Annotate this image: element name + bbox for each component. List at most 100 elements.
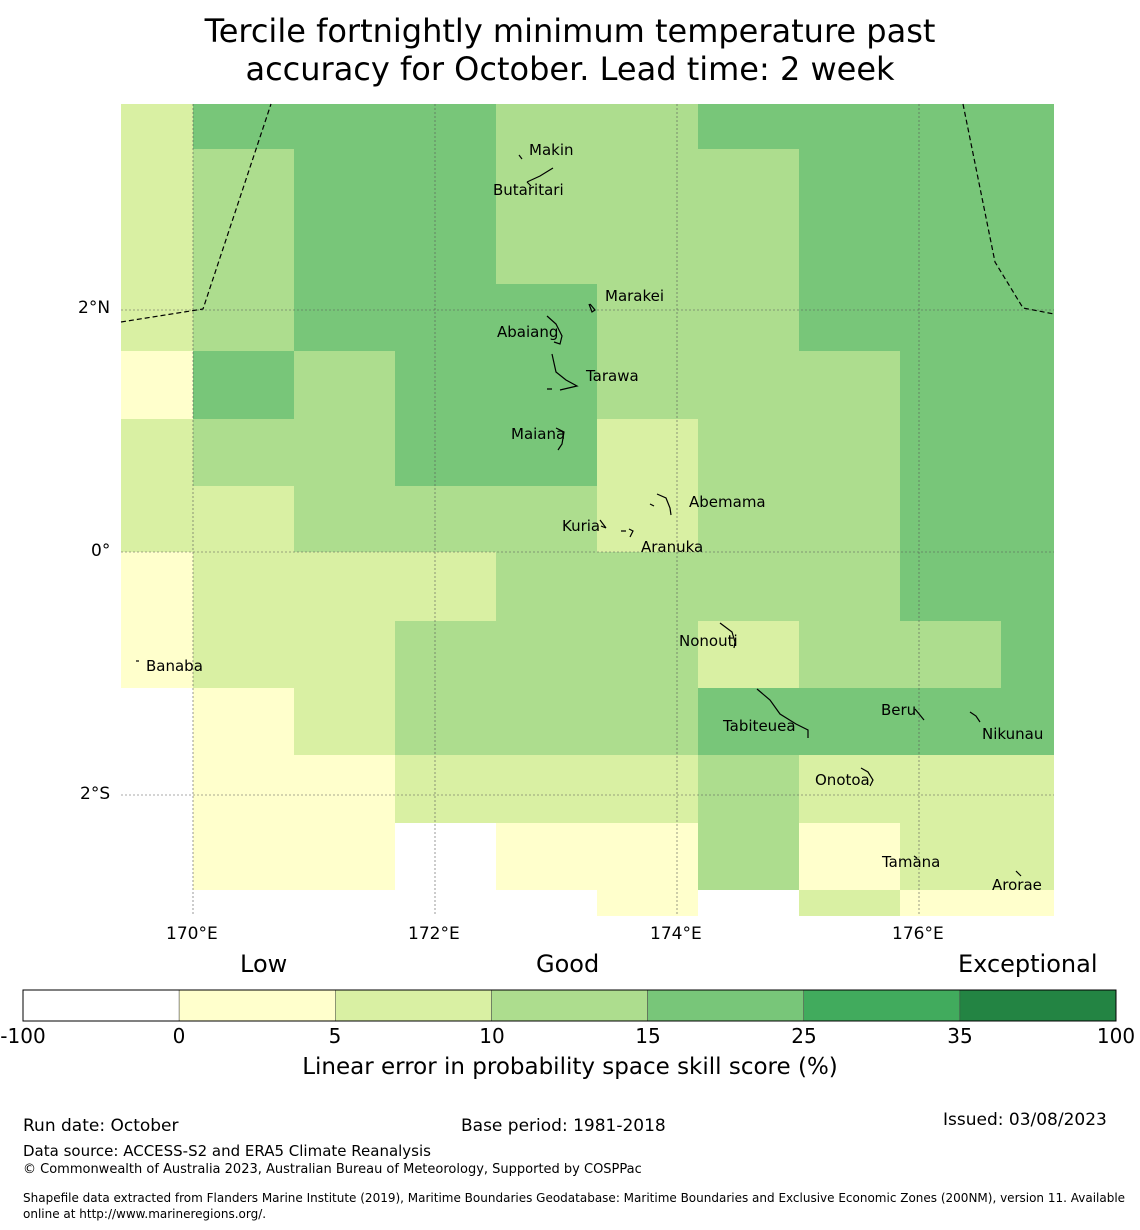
shapefile-credit-line-1: Shapefile data extracted from Flanders M… [23,1191,1126,1205]
colorbar-tick-label: 35 [947,1024,973,1048]
grid-cell [294,149,395,216]
lon-label-174e: 174°E [650,924,702,944]
place-label-aranuka: Aranuka [641,538,704,556]
place-label-butaritari: Butaritari [493,181,564,199]
grid-cell [395,890,496,916]
coast-arorae [1015,870,1022,877]
coast-makin [518,154,523,160]
grid-cell [294,486,395,552]
grid-cell [597,890,698,916]
grid-cell [496,823,597,890]
coast-abaiang [546,315,563,345]
grid-cell [496,149,597,216]
grid-cell [799,552,900,621]
lon-label-176e: 176°E [892,924,944,944]
data-source: Data source: ACCESS-S2 and ERA5 Climate … [23,1142,431,1160]
skill-grid [121,104,1054,916]
grid-cell [698,890,799,916]
grid-cell [900,351,1001,419]
title-line-1: Tercile fortnightly minimum temperature … [204,12,936,50]
grid-cell [698,216,799,284]
colorbar-segment [647,989,804,1022]
grid-cell [496,216,597,284]
coast-aranuka [621,528,634,538]
colorbar [22,989,1117,1022]
grid-cell [496,104,597,149]
grid-cell [294,890,395,916]
place-label-makin: Makin [529,141,574,159]
grid-cell [121,552,193,621]
grid-cell [121,284,193,351]
grid-cell [496,552,597,621]
grid-cell [597,755,698,823]
place-label-nonouti: Nonouti [679,632,738,650]
grid-cell [1001,552,1054,621]
grid-cell [121,351,193,419]
grid-cell [121,149,193,216]
grid-cell [900,621,1001,688]
eez-boundary-west [120,103,272,323]
chart-title: Tercile fortnightly minimum temperature … [0,12,1140,88]
grid-cell [698,284,799,351]
grid-cell [294,419,395,486]
colorbar-tick-label: 15 [635,1024,661,1048]
grid-cell [900,419,1001,486]
grid-cell [193,552,294,621]
lat-label-2s: 2°S [80,784,111,804]
grid-cell [900,755,1001,823]
grid-cell [597,216,698,284]
grid-cell [698,688,799,755]
place-label-nikunau: Nikunau [982,725,1044,743]
grid-cell [496,419,597,486]
run-date: Run date: October [23,1116,179,1136]
grid-cell [121,486,193,552]
grid-cell [1001,890,1054,916]
grid-cell [698,149,799,216]
grid-cell [900,284,1001,351]
grid-cell [395,284,496,351]
grid-cell [193,486,294,552]
grid-cell [496,621,597,688]
grid-cell [597,823,698,890]
grid-cell [496,351,597,419]
grid-cell [799,419,900,486]
grid-cell [597,486,698,552]
grid-cell [496,688,597,755]
coast-abemama [649,493,672,516]
coast-beru [914,708,925,721]
lon-label-172e: 172°E [408,924,460,944]
grid-cell [496,890,597,916]
colorbar-segment [803,989,961,1022]
lon-label-170e: 170°E [166,924,218,944]
grid-cell [395,351,496,419]
grid-cell [900,552,1001,621]
graticule [121,104,1054,916]
place-label-tarawa: Tarawa [586,367,639,385]
place-label-kuria: Kuria [562,517,601,535]
grid-cell [294,552,395,621]
grid-cell [193,104,294,149]
grid-cell [294,104,395,149]
colorbar-title: Linear error in probability space skill … [302,1054,838,1080]
grid-cell [597,688,698,755]
grid-cell [121,890,193,916]
grid-cell [294,284,395,351]
title-line-2: accuracy for October. Lead time: 2 week [245,50,895,88]
issued-date: Issued: 03/08/2023 [943,1110,1107,1130]
place-label-abemama: Abemama [689,493,766,511]
coast-onotoa [860,767,874,787]
grid-cell [698,823,799,890]
grid-cell [799,621,900,688]
grid-cell [121,823,193,890]
grid-cell [698,621,799,688]
coast-nikunau [969,711,981,723]
grid-cell [193,823,294,890]
grid-cell [1001,486,1054,552]
grid-cell [1001,755,1054,823]
grid-cell [900,823,1001,890]
grid-cell [1001,104,1054,149]
colorbar-tick-label: -100 [0,1024,46,1048]
colorbar-segment [959,989,1117,1022]
grid-cell [193,149,294,216]
grid-cell [121,755,193,823]
